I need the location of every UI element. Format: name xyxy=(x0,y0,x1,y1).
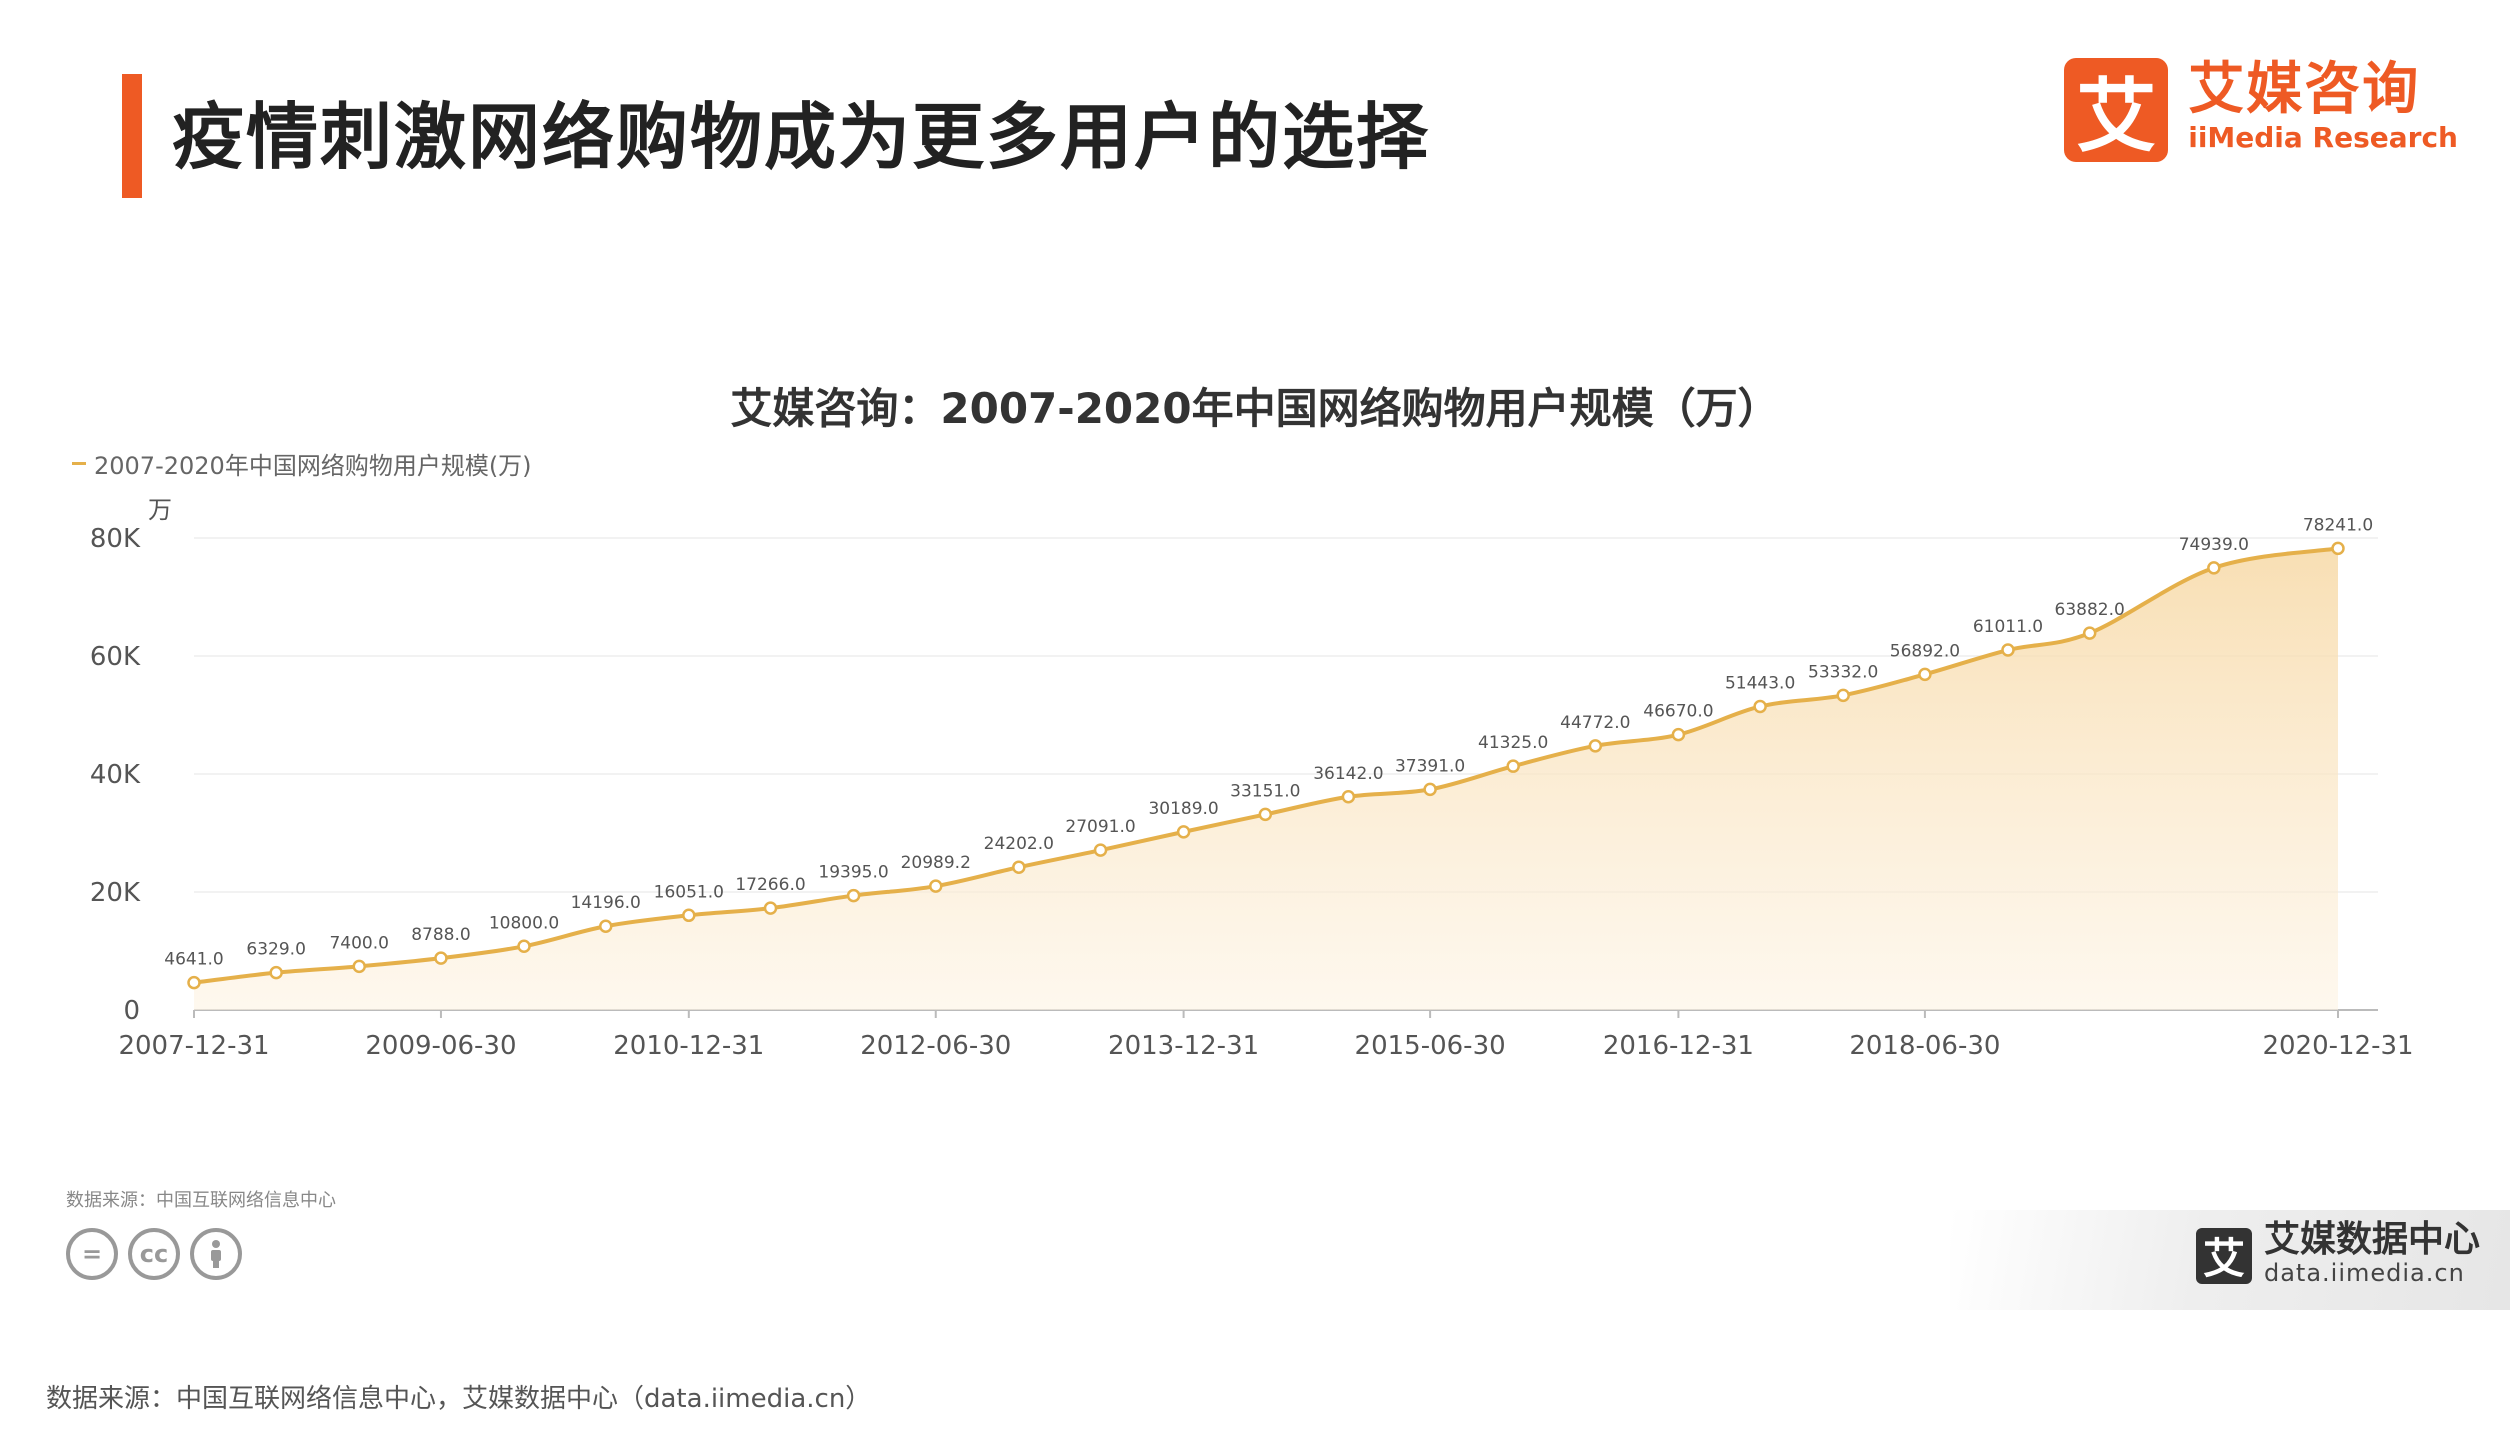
brand-name-en: iiMedia Research xyxy=(2188,121,2458,155)
data-point xyxy=(682,908,696,923)
area-fill xyxy=(194,548,2338,1010)
watermark-url: data.iimedia.cn xyxy=(2263,1259,2465,1287)
data-point xyxy=(1918,667,1932,682)
x-tick-label: 2016-12-31 xyxy=(1603,1031,1754,1061)
data-point xyxy=(2331,541,2345,556)
data-label: 56892.0 xyxy=(1890,641,1960,661)
data-label: 10800.0 xyxy=(489,913,559,933)
y-axis-unit: 万 xyxy=(148,496,172,524)
legend-swatch xyxy=(72,462,86,465)
data-point xyxy=(1012,860,1026,874)
data-point xyxy=(1093,843,1108,857)
data-point xyxy=(352,959,366,974)
watermark-name-cn: 艾媒数据中心 xyxy=(2263,1219,2480,1260)
data-point xyxy=(763,901,778,915)
data-point xyxy=(846,888,861,903)
data-point xyxy=(1176,825,1191,839)
data-label: 24202.0 xyxy=(984,834,1054,854)
data-point xyxy=(929,879,943,893)
data-label: 37391.0 xyxy=(1395,756,1465,776)
data-label: 8788.0 xyxy=(411,925,470,945)
data-label: 53332.0 xyxy=(1808,662,1878,682)
data-label: 4641.0 xyxy=(164,950,223,970)
data-point xyxy=(1506,759,1520,773)
data-label: 30189.0 xyxy=(1148,799,1218,819)
y-axis: 0 20K 40K 60K 80K xyxy=(90,524,141,1026)
data-point xyxy=(1423,782,1437,797)
data-point xyxy=(598,919,613,933)
data-point xyxy=(2001,643,2015,657)
data-point xyxy=(517,939,531,954)
data-label: 14196.0 xyxy=(571,893,641,913)
data-label: 51443.0 xyxy=(1725,673,1795,693)
y-tick-label: 20K xyxy=(90,878,141,908)
chart-legend[interactable]: 2007-2020年中国网络购物用户规模(万) xyxy=(72,446,532,481)
chart-title: 艾媒咨询：2007-2020年中国网络购物用户规模（万） xyxy=(730,384,1780,433)
data-points xyxy=(187,541,2345,990)
x-tick-label: 2012-06-30 xyxy=(860,1031,1011,1061)
watermark-logo[interactable]: 艾 艾媒数据中心 data.iimedia.cn xyxy=(2195,1219,2480,1289)
data-point xyxy=(269,965,283,980)
data-label: 16051.0 xyxy=(654,882,724,902)
data-label: 41325.0 xyxy=(1478,733,1548,753)
footer-source: 数据来源：中国互联网络信息中心，艾媒数据中心（data.iimedia.cn） xyxy=(46,1384,872,1414)
y-tick-label: 60K xyxy=(90,642,141,672)
legend-label: 2007-2020年中国网络购物用户规模(万) xyxy=(94,452,532,480)
data-point xyxy=(1753,699,1767,714)
page-title: 疫情刺激网络购物成为更多用户的选择 xyxy=(172,95,1431,179)
data-label: 36142.0 xyxy=(1313,764,1383,784)
x-tick-label: 2009-06-30 xyxy=(365,1031,516,1061)
data-point xyxy=(1341,790,1356,804)
brand-mark-icon: 艾 xyxy=(2064,58,2169,163)
data-label: 33151.0 xyxy=(1230,781,1300,801)
source-note-small: 数据来源：中国互联网络信息中心 xyxy=(66,1190,336,1211)
data-label: 7400.0 xyxy=(329,933,388,953)
data-label: 17266.0 xyxy=(735,875,805,895)
x-tick-label: 2015-06-30 xyxy=(1355,1031,1506,1061)
data-point xyxy=(2207,561,2221,575)
y-tick-label: 80K xyxy=(90,524,141,554)
data-point xyxy=(187,975,201,990)
x-tick-label: 2013-12-31 xyxy=(1108,1031,1259,1061)
nd-icon: = xyxy=(66,1228,118,1280)
data-label: 46670.0 xyxy=(1643,702,1713,722)
x-tick-label: 2010-12-31 xyxy=(613,1031,764,1061)
x-tick-label: 2007-12-31 xyxy=(118,1031,269,1061)
data-label: 19395.0 xyxy=(818,863,888,883)
y-tick-label: 40K xyxy=(90,760,141,790)
x-tick-label: 2020-12-31 xyxy=(2262,1031,2413,1061)
data-label: 78241.0 xyxy=(2303,515,2373,535)
person-icon xyxy=(190,1228,242,1280)
brand-name-cn: 艾媒咨询 xyxy=(2188,57,2421,123)
data-label: 6329.0 xyxy=(246,940,305,960)
brand-logo[interactable]: 艾 艾媒咨询 iiMedia Research xyxy=(2064,57,2458,163)
data-label: 61011.0 xyxy=(1973,617,2043,637)
data-point xyxy=(1671,727,1686,742)
data-point xyxy=(1836,688,1850,703)
data-label: 74939.0 xyxy=(2179,535,2249,555)
data-label: 63882.0 xyxy=(2055,600,2125,620)
data-labels: 4641.0 6329.0 7400.0 8788.0 10800.0 14196.0 16… xyxy=(164,515,2373,969)
data-label: 20989.2 xyxy=(901,853,971,873)
watermark-mark-icon: 艾 xyxy=(2195,1227,2252,1284)
data-point xyxy=(1258,807,1273,822)
data-point xyxy=(2082,626,2097,640)
license-icons: = cc xyxy=(66,1228,242,1280)
x-tick-label: 2018-06-30 xyxy=(1849,1031,2000,1061)
y-tick-label: 0 xyxy=(123,996,140,1026)
data-label: 27091.0 xyxy=(1065,817,1135,837)
x-axis: 2007-12-31 2009-06-30 2010-12-31 2012-06-30… xyxy=(118,1010,2414,1061)
data-label: 44772.0 xyxy=(1560,713,1630,733)
title-accent-bar xyxy=(122,74,142,198)
cc-icon: cc xyxy=(128,1228,180,1280)
data-point xyxy=(1588,739,1603,753)
data-point xyxy=(434,951,448,965)
